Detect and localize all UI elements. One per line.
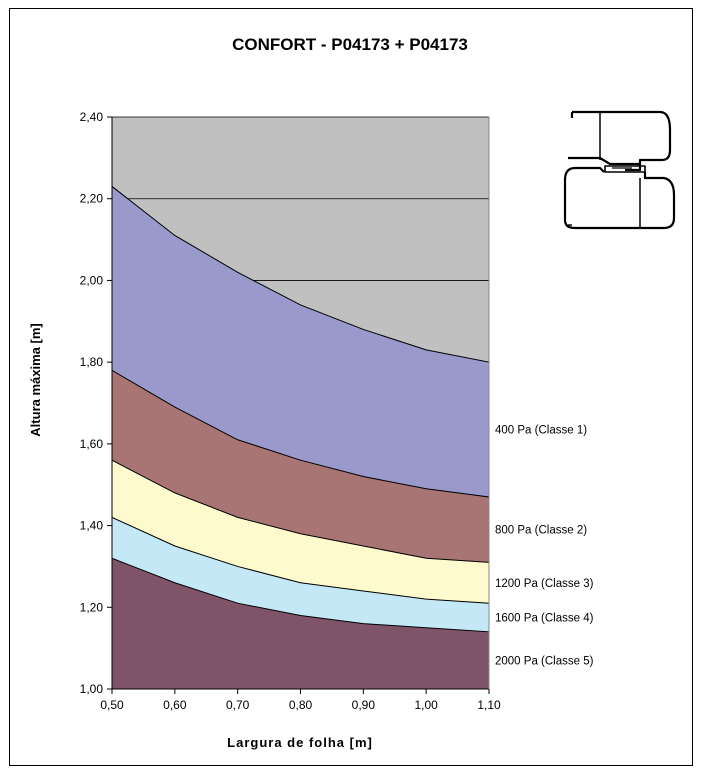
x-tick-label: 1,10 (477, 698, 501, 712)
x-tick-labels: 0,50 0,60 0,70 0,80 0,90 1,00 1,10 (100, 689, 501, 712)
y-tick-label: 1,20 (80, 600, 104, 614)
y-tick-label: 2,40 (80, 110, 104, 124)
x-tick-label: 0,60 (163, 698, 187, 712)
series-areas (111, 185, 490, 690)
x-tick-label: 0,90 (352, 698, 376, 712)
series-label-3: 1200 Pa (Classe 3) (495, 578, 594, 590)
x-axis-label: Largura de folha [m] (227, 735, 373, 750)
chart-title: CONFORT - P04173 + P04173 (232, 35, 468, 54)
y-tick-labels: 1,00 1,20 1,40 1,60 1,80 2,00 2,20 2,40 (80, 110, 112, 696)
series-label-4: 1600 Pa (Classe 4) (495, 613, 594, 625)
y-tick-label: 1,60 (80, 437, 104, 451)
x-tick-label: 0,70 (226, 698, 250, 712)
y-tick-label: 1,80 (80, 355, 104, 369)
series-label-2: 800 Pa (Classe 2) (495, 525, 587, 537)
y-tick-label: 2,20 (80, 192, 104, 206)
x-tick-label: 0,80 (289, 698, 313, 712)
y-tick-label: 1,00 (80, 682, 104, 696)
profile-section-icon (563, 110, 676, 230)
series-label-5: 2000 Pa (Classe 5) (495, 655, 594, 667)
x-tick-label: 0,50 (100, 698, 124, 712)
series-label-1: 400 Pa (Classe 1) (495, 425, 587, 437)
series-labels: 400 Pa (Classe 1) 800 Pa (Classe 2) 1200 P… (495, 425, 594, 668)
y-tick-label: 1,40 (80, 519, 104, 533)
x-tick-label: 1,00 (414, 698, 438, 712)
y-axis-label: Altura máxima [m] (28, 323, 43, 436)
y-tick-label: 2,00 (80, 273, 104, 287)
